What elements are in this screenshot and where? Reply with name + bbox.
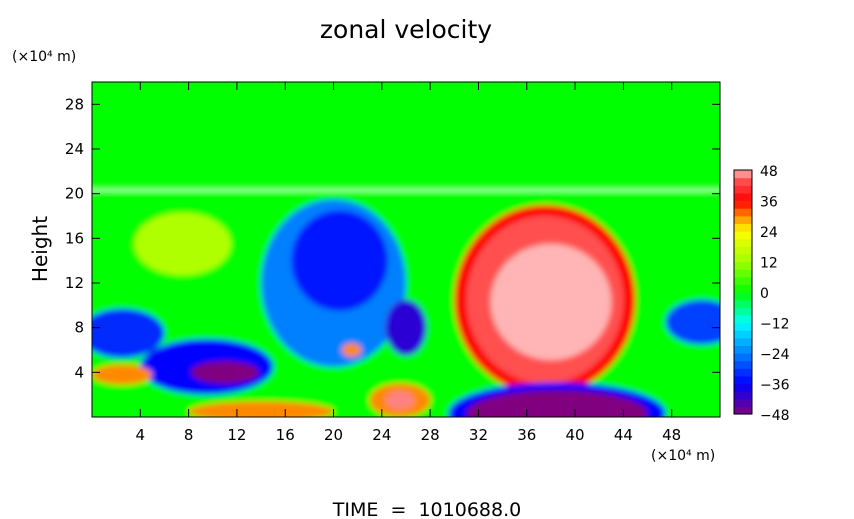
x-unit-label: (×10⁴ m)	[651, 448, 715, 464]
x-tick-label: 36	[517, 426, 536, 444]
y-tick-label: 8	[74, 319, 84, 337]
field-feature-10	[191, 361, 259, 384]
chart-title: zonal velocity	[320, 15, 492, 44]
y-tick-label: 24	[65, 140, 84, 158]
colorbar-segment	[734, 391, 752, 400]
colorbar-segment	[734, 284, 752, 293]
colorbar-segment	[734, 208, 752, 217]
x-tick-label: 40	[566, 426, 585, 444]
y-axis-label: Height	[28, 216, 52, 282]
time-label: TIME = 1010688.0	[332, 499, 521, 519]
colorbar-tick-label: −36	[760, 378, 790, 394]
colorbar-frame	[733, 169, 753, 415]
colorbar-tick-label: 0	[760, 286, 769, 302]
field-feature-5	[466, 390, 648, 417]
tropopause-line	[92, 186, 720, 191]
x-tick-label: 28	[421, 426, 440, 444]
y-tick-label: 28	[65, 95, 84, 113]
colorbar-segment	[734, 292, 752, 301]
field-feature-12	[665, 299, 720, 345]
colorbar-segment	[734, 299, 752, 308]
colorbar-segment	[734, 177, 752, 186]
colorbar-segment	[734, 223, 752, 232]
colorbar-segment	[734, 360, 752, 369]
colorbar-tick-label: 12	[760, 256, 778, 272]
colorbar-tick-label: 36	[760, 195, 778, 211]
x-tick-label: 48	[662, 426, 681, 444]
colorbar-segment	[734, 261, 752, 270]
y-unit-label: (×10⁴ m)	[12, 49, 76, 65]
y-axis: 4 8 12 16 20 24 28	[65, 95, 720, 381]
x-tick-label: 24	[372, 426, 391, 444]
x-tick-label: 32	[469, 426, 488, 444]
colorbar-tick-label: −24	[760, 347, 790, 363]
x-tick-label: 12	[227, 426, 246, 444]
y-tick-label: 4	[74, 363, 84, 381]
y-tick-label: 16	[65, 229, 84, 247]
colorbar-segment	[734, 337, 752, 346]
colorbar-segment	[734, 276, 752, 285]
colorbar-segment	[734, 215, 752, 224]
field-feature-8	[385, 299, 427, 356]
field-feature-13	[134, 212, 231, 276]
y-tick-label: 12	[65, 274, 84, 292]
colorbar-segment	[734, 307, 752, 316]
colorbar-segment	[734, 383, 752, 392]
colorbar-segment	[734, 368, 752, 377]
colorbar-segment	[734, 231, 752, 240]
x-axis: 4 8 12 16 20 24 28 32 36 40 44 48	[136, 82, 681, 444]
x-tick-label: 8	[184, 426, 194, 444]
plot-frame	[91, 81, 721, 418]
colorbar-segment	[734, 330, 752, 339]
colorbar-segment	[734, 192, 752, 202]
plot-area	[92, 82, 720, 417]
colorbar-segment	[734, 314, 752, 324]
colorbar-segment	[734, 406, 752, 415]
velocity-field	[92, 186, 720, 417]
field-feature-16	[385, 391, 415, 410]
field-feature-18	[341, 343, 362, 357]
colorbar-segment	[734, 238, 752, 247]
colorbar-segment	[734, 398, 752, 407]
colorbar-tick-label: 24	[760, 225, 778, 241]
x-tick-label: 44	[614, 426, 633, 444]
field-feature-14	[92, 364, 153, 385]
colorbar-segment	[734, 353, 752, 362]
colorbar-segment	[734, 269, 752, 278]
colorbar-segment	[734, 170, 752, 179]
x-tick-label: 20	[324, 426, 343, 444]
colorbar-segment	[734, 322, 752, 331]
field-feature-7	[291, 210, 388, 311]
colorbar-segment	[734, 375, 752, 385]
colorbar-tick-label: −12	[760, 317, 790, 333]
colorbar-segment	[734, 345, 752, 354]
colorbar-segment	[734, 253, 752, 263]
field-feature-11	[92, 308, 165, 358]
x-tick-label: 16	[276, 426, 295, 444]
colorbar-segment	[734, 185, 752, 194]
field-feature-3	[490, 243, 612, 361]
colorbar-tick-label: 48	[760, 164, 778, 180]
field-feature-17	[188, 401, 334, 417]
colorbar-segment	[734, 246, 752, 255]
colorbar-tick-label: −48	[760, 408, 790, 424]
colorbar-segment	[734, 200, 752, 209]
y-tick-label: 20	[65, 185, 84, 203]
colorbar: 48 36 24 12 0 −12 −24 −36 −48	[733, 164, 790, 424]
x-tick-label: 4	[136, 426, 146, 444]
